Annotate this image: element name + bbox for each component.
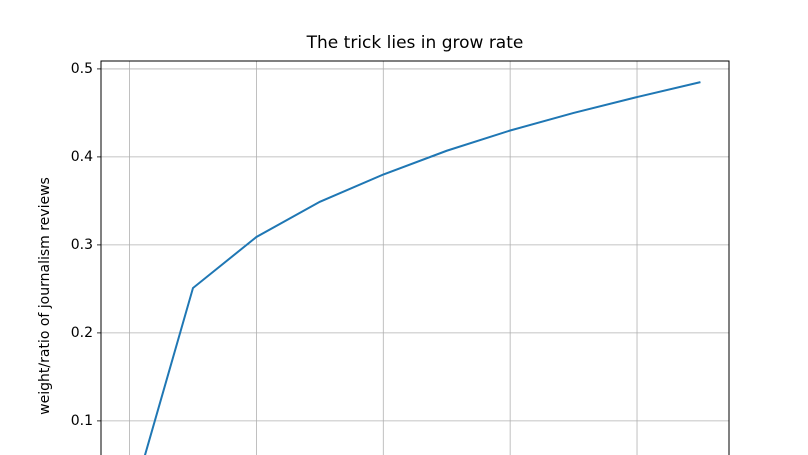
chart-title: The trick lies in grow rate [306, 33, 524, 53]
y-tick-label: 0.3 [71, 237, 93, 253]
plot-frame [100, 60, 730, 455]
y-tick-label: 0.4 [71, 149, 93, 165]
y-tick-label: 0.5 [71, 61, 93, 77]
y-tick-label: 0.2 [71, 325, 93, 341]
line [143, 81, 701, 455]
y-tick-label: 0.1 [71, 413, 93, 429]
y-axis-label: weight/ratio of journalism reviews [37, 177, 53, 415]
